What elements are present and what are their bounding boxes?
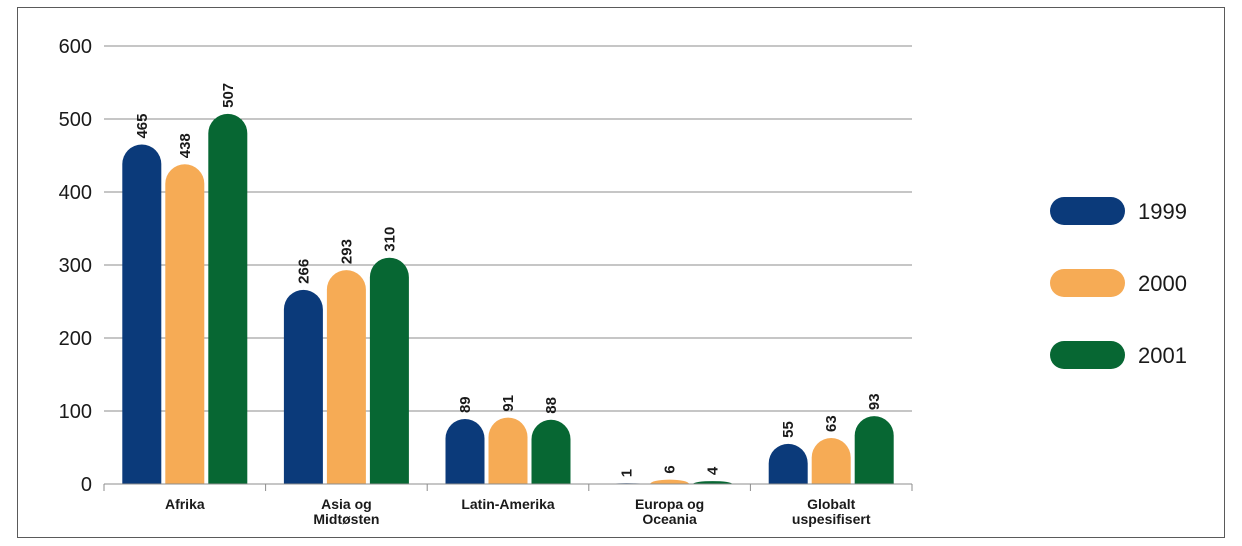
bar-2000 — [811, 438, 851, 484]
bar-2000 — [488, 417, 528, 484]
data-label: 507 — [220, 83, 237, 108]
data-label: 438 — [177, 133, 194, 158]
y-tick-label: 500 — [59, 109, 92, 131]
y-tick-label: 0 — [81, 474, 92, 496]
y-tick-label: 400 — [59, 182, 92, 204]
y-tick-label: 300 — [59, 255, 92, 277]
y-tick-label: 600 — [59, 36, 92, 58]
data-label: 293 — [338, 239, 355, 264]
legend: 1999 2000 2001 — [1050, 197, 1187, 369]
legend-swatch-2000 — [1050, 269, 1125, 297]
y-tick-label: 200 — [59, 328, 92, 350]
bar-2001 — [693, 481, 733, 484]
bar-2000 — [326, 270, 366, 484]
x-axis — [103, 483, 913, 491]
legend-swatch-1999 — [1050, 197, 1125, 225]
y-axis-ticks: 0 100 200 300 400 500 600 — [59, 36, 92, 496]
data-label: 63 — [823, 415, 840, 432]
legend-label-2000: 2000 — [1138, 271, 1187, 296]
bar-1999 — [445, 419, 485, 484]
y-tick-label: 100 — [59, 401, 92, 423]
bar-2001 — [854, 416, 894, 484]
data-label: 465 — [134, 114, 151, 139]
data-label: 89 — [457, 396, 474, 413]
bar-2000 — [165, 164, 205, 484]
category-label: Asia og Midtøsten — [313, 496, 379, 527]
category-labels: Afrika Asia og Midtøsten Latin-Amerika Europ… — [165, 496, 871, 527]
bar-1999 — [122, 144, 162, 485]
legend-label-2001: 2001 — [1138, 343, 1187, 368]
data-label: 55 — [780, 421, 797, 438]
bar-1999 — [283, 289, 323, 484]
data-label: 310 — [381, 227, 398, 252]
category-label: Globalt uspesifisert — [792, 496, 871, 527]
category-label: Afrika — [165, 496, 205, 512]
legend-swatch-2001 — [1050, 341, 1125, 369]
category-label: Europa og Oceania — [635, 496, 704, 527]
bar-2001 — [531, 419, 571, 484]
data-label: 91 — [500, 395, 517, 412]
bar-2000 — [650, 479, 690, 484]
data-label: 266 — [295, 259, 312, 284]
data-label: 1 — [619, 469, 636, 477]
bars — [122, 113, 894, 485]
data-label: 93 — [866, 393, 883, 410]
bar-2001 — [369, 257, 409, 484]
legend-label-1999: 1999 — [1138, 199, 1187, 224]
bar-2001 — [208, 113, 248, 484]
data-label: 88 — [543, 397, 560, 414]
bar-1999 — [768, 443, 808, 484]
category-label: Latin-Amerika — [461, 496, 555, 512]
data-label: 4 — [705, 466, 722, 475]
data-labels: 465 438 507 266 293 310 89 91 88 1 6 4 55 63 93 — [134, 83, 883, 477]
data-label: 6 — [662, 465, 679, 473]
